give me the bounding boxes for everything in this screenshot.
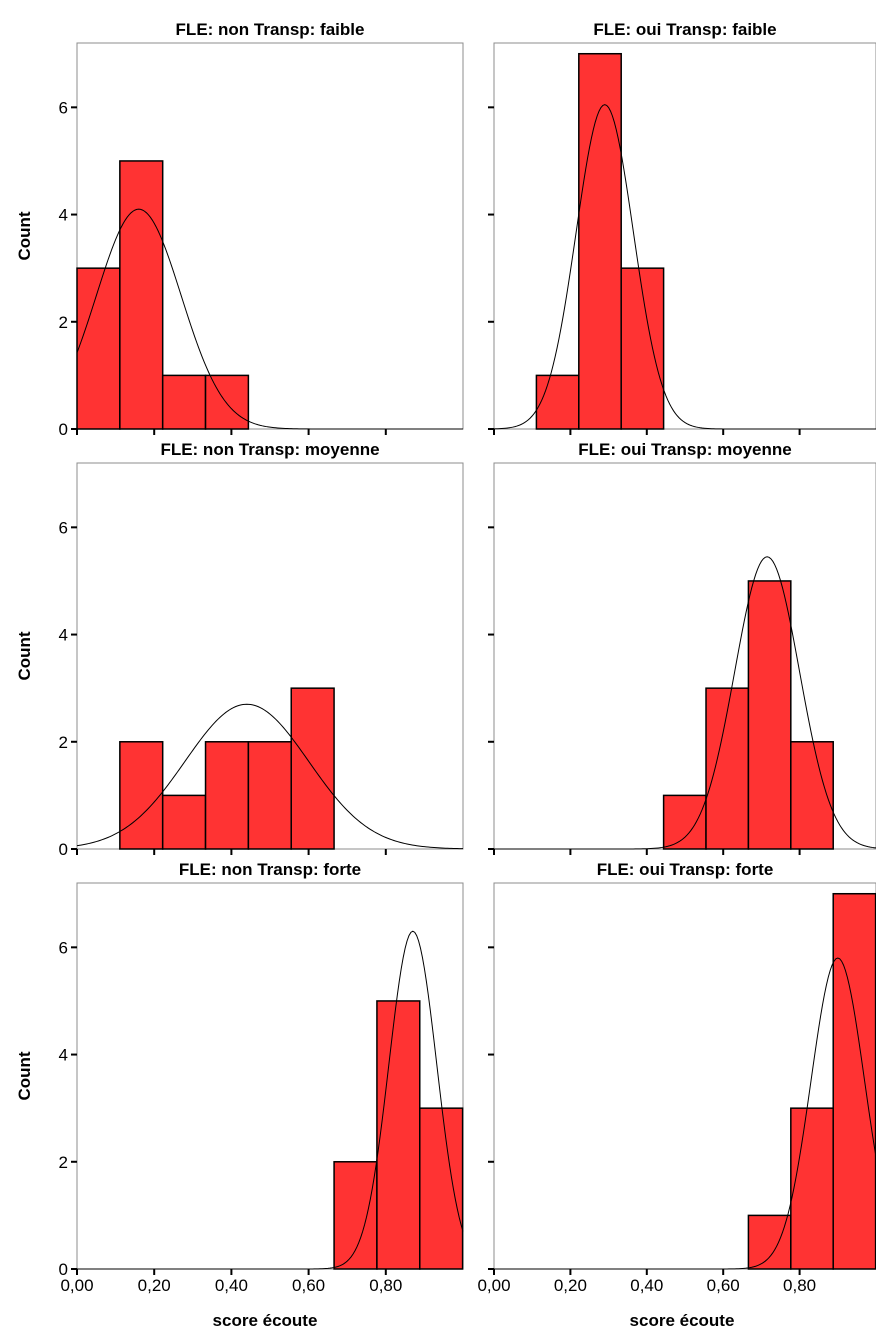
histogram-bar <box>832 892 876 1270</box>
panel-5: 0 2 4 6 0,00 0,20 0,40 0,60 0,80 FLE: non Transp:… <box>15 860 464 1330</box>
panel-title: FLE: non Transp: faible <box>176 20 365 39</box>
y-tick-label: 4 <box>59 626 68 645</box>
x-tick-label: 0,80 <box>369 1276 402 1295</box>
histogram-bar <box>790 741 834 850</box>
x-tick-label: 0,60 <box>707 1276 740 1295</box>
panel-6: 0,00 0,20 0,40 0,60 0,80 FLE: oui Transp: for… <box>477 860 876 1330</box>
plot-frame <box>76 42 464 430</box>
x-tick-label: 0,80 <box>783 1276 816 1295</box>
histogram-bar <box>747 1214 792 1270</box>
y-tick-label: 2 <box>59 733 68 752</box>
normal-curve <box>76 208 463 430</box>
histogram-bar <box>376 1000 421 1270</box>
plot-frame <box>493 42 876 430</box>
y-axis-title: Count <box>15 211 34 260</box>
panel-1: 0 2 4 6 FLE: non Transp: faible Count <box>15 20 464 439</box>
histogram-bar <box>290 687 335 850</box>
panel-title: FLE: oui Transp: moyenne <box>578 440 791 459</box>
normal-curve <box>76 703 464 850</box>
histogram-bar <box>247 741 292 850</box>
histogram-bar <box>578 52 622 430</box>
x-tick-label: 0,20 <box>554 1276 587 1295</box>
histogram-bar <box>161 794 207 850</box>
histogram-bar <box>76 267 121 430</box>
y-axis-title: Count <box>15 1051 34 1100</box>
histogram-bar <box>333 1161 378 1270</box>
y-tick-label: 0 <box>59 1260 68 1279</box>
normal-curve <box>493 104 876 430</box>
y-tick-label: 4 <box>59 1046 68 1065</box>
panel-2: FLE: oui Transp: faible <box>488 20 876 435</box>
histogram-bar <box>419 1107 464 1270</box>
histogram-bar <box>204 741 250 850</box>
histogram-bar <box>161 374 207 430</box>
x-tick-label: 0,40 <box>630 1276 663 1295</box>
normal-curve <box>494 556 876 850</box>
y-axis-title: Count <box>15 631 34 680</box>
y-tick-label: 0 <box>59 420 68 439</box>
y-tick-label: 4 <box>59 206 68 225</box>
normal-curve <box>77 930 464 1270</box>
y-tick-label: 2 <box>59 313 68 332</box>
x-tick-label: 0,40 <box>215 1276 248 1295</box>
normal-curve <box>494 957 876 1270</box>
x-axis-title: score écoute <box>213 1311 318 1330</box>
y-tick-label: 6 <box>59 938 68 957</box>
panel-3: 0 2 4 6 FLE: non Transp: moyenne Count <box>15 440 464 859</box>
panel-title: FLE: oui Transp: forte <box>597 860 774 879</box>
y-tick-label: 2 <box>59 1153 68 1172</box>
histogram-bar <box>535 374 580 430</box>
panel-title: FLE: non Transp: moyenne <box>160 440 379 459</box>
histogram-bar <box>119 741 164 850</box>
histogram-bar <box>747 580 792 850</box>
histogram-bar <box>204 374 250 430</box>
panel-title: FLE: oui Transp: faible <box>593 20 776 39</box>
histogram-bar <box>662 794 707 850</box>
x-tick-label: 0,20 <box>138 1276 171 1295</box>
x-axis-title: score écoute <box>630 1311 735 1330</box>
panel-4: FLE: oui Transp: moyenne <box>488 440 876 855</box>
y-tick-label: 6 <box>59 518 68 537</box>
panel-title: FLE: non Transp: forte <box>179 860 361 879</box>
x-tick-label: 0,00 <box>477 1276 510 1295</box>
x-tick-label: 0,00 <box>60 1276 93 1295</box>
histogram-bar <box>119 160 164 430</box>
x-tick-label: 0,60 <box>292 1276 325 1295</box>
histogram-bar <box>790 1107 834 1270</box>
y-tick-label: 6 <box>59 98 68 117</box>
y-tick-label: 0 <box>59 840 68 859</box>
